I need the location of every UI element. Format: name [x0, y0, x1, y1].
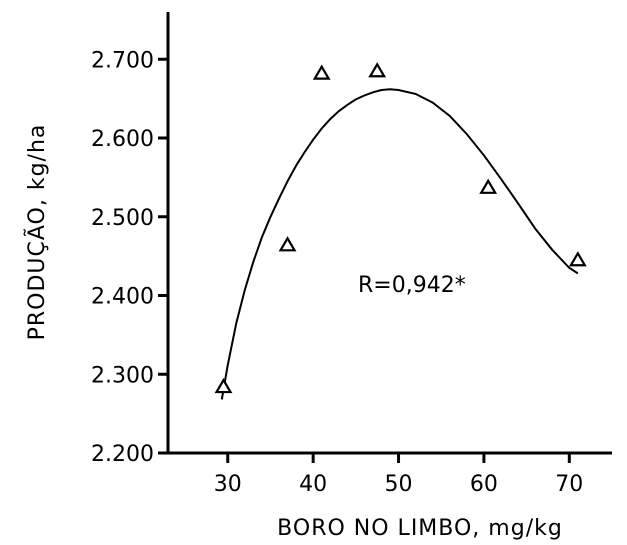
y-tick-label: 2.300 [91, 363, 154, 388]
x-tick-label: 50 [385, 472, 413, 497]
x-tick-label: 60 [470, 472, 498, 497]
x-ticks: 30 40 50 60 70 [214, 453, 583, 497]
y-tick-label: 2.500 [91, 206, 154, 231]
x-tick-label: 30 [214, 472, 242, 497]
data-points [214, 62, 587, 394]
y-tick-label: 2.700 [91, 48, 154, 73]
x-tick-label: 70 [555, 472, 583, 497]
data-point-triangle [479, 178, 498, 194]
y-tick-label: 2.600 [91, 127, 154, 152]
y-tick-label: 2.200 [91, 442, 154, 467]
x-axis-title: BORO NO LIMBO, mg/kg [277, 516, 563, 541]
x-tick-label: 40 [299, 472, 327, 497]
data-point-triangle [278, 236, 297, 252]
data-point-triangle [368, 62, 387, 78]
data-point-triangle [312, 64, 331, 80]
data-point-triangle [568, 251, 587, 267]
r-annotation: R=0,942* [358, 273, 466, 298]
y-ticks: 2.200 2.300 2.400 2.500 2.600 2.700 [91, 48, 168, 467]
data-point-triangle [214, 377, 233, 394]
y-axis-title: PRODUÇÃO, kg/ha [23, 124, 50, 341]
y-tick-label: 2.400 [91, 285, 154, 310]
fit-curve [220, 88, 579, 400]
